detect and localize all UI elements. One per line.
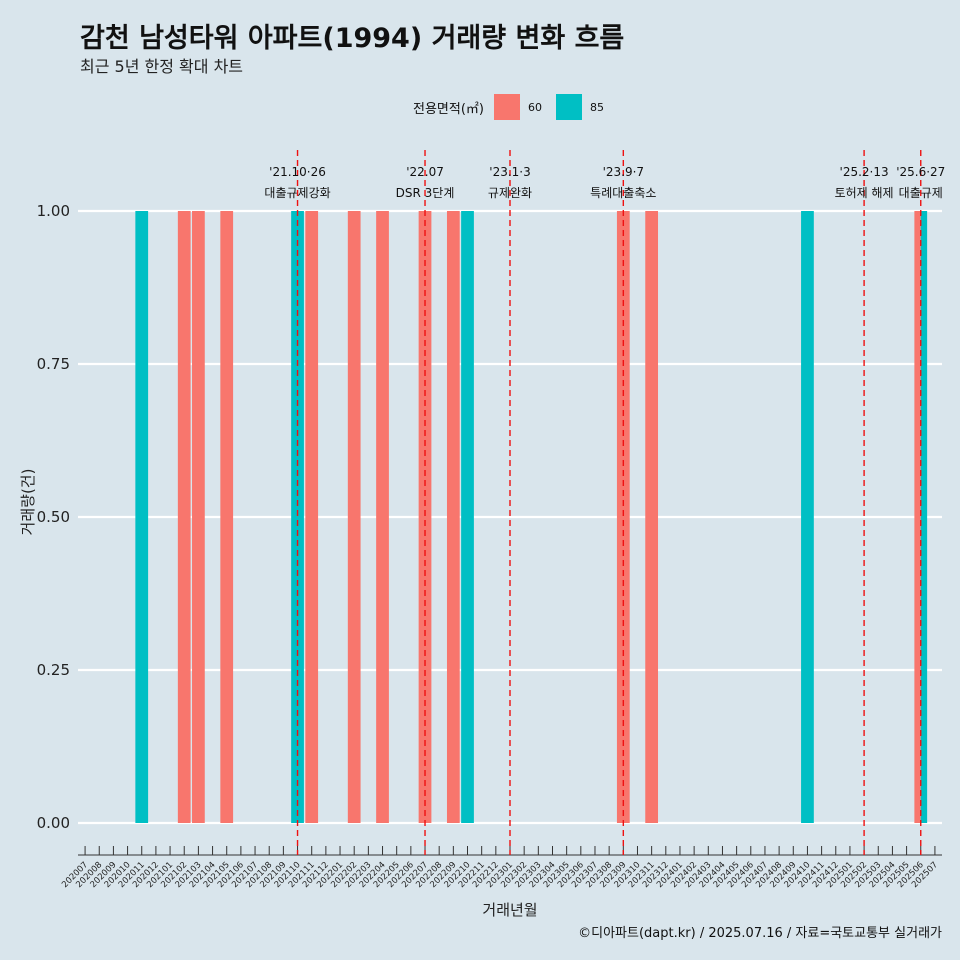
bar-60-202105 — [220, 211, 234, 823]
annotation-label: 대출규제강화 — [264, 186, 330, 200]
legend-label-60: 60 — [527, 100, 542, 114]
annotation-label: 대출규제 — [899, 186, 943, 200]
bar-85-202410 — [801, 211, 814, 823]
annotation-label: 특례대출축소 — [590, 186, 656, 200]
y-tick-label: 0.50 — [37, 508, 70, 526]
bar-60-202207 — [418, 211, 432, 823]
y-tick-label: 0.00 — [37, 814, 70, 832]
annotation-label: 토허제 해제 — [835, 186, 894, 200]
bar-60-202102 — [177, 211, 191, 823]
annotation-date: '25.6·27 — [896, 165, 945, 179]
legend-swatch-85 — [555, 94, 582, 120]
legend-label-85: 85 — [589, 100, 604, 114]
annotation-date: '23.9·7 — [603, 165, 644, 179]
annotation-date: '22.07 — [406, 165, 444, 179]
bar-60-202311 — [645, 211, 659, 823]
legend: 전용면적(㎡) 60 85 — [413, 92, 618, 122]
y-axis-title: 거래량(건) — [19, 469, 37, 536]
chart-title: 감천 남성타워 아파트(1994) 거래량 변화 흐름 — [80, 23, 625, 54]
annotation-date: '21.10·26 — [269, 165, 326, 179]
bar-85-202011 — [135, 211, 149, 823]
bar-85-202210 — [461, 211, 474, 823]
bar-60-202209 — [446, 211, 460, 823]
legend-title: 전용면적(㎡) — [413, 101, 484, 117]
chart-subtitle: 최근 5년 한정 확대 차트 — [80, 57, 244, 76]
y-tick-label: 0.75 — [37, 355, 70, 373]
bar-60-202202 — [347, 211, 361, 823]
source-caption: ©디아파트(dapt.kr) / 2025.07.16 / 자료=국토교통부 실… — [578, 926, 942, 941]
annotation-date: '23.1·3 — [489, 165, 530, 179]
x-axis-title: 거래년월 — [482, 901, 537, 919]
bar-60-202506 — [914, 211, 921, 823]
bar-85-202110 — [291, 211, 304, 823]
y-tick-label: 0.25 — [37, 661, 70, 679]
legend-swatch-60 — [493, 94, 520, 120]
bar-60-202309 — [616, 211, 630, 823]
bar-85-202506 — [920, 211, 928, 823]
bar-60-202204 — [376, 211, 389, 823]
bar-60-202103 — [192, 211, 205, 823]
annotation-label: 규제완화 — [488, 186, 532, 200]
annotation-date: '25.2·13 — [840, 165, 889, 179]
y-tick-label: 1.00 — [37, 202, 70, 220]
annotation-label: DSR 3단계 — [396, 186, 455, 200]
bar-60-202111 — [305, 211, 319, 823]
